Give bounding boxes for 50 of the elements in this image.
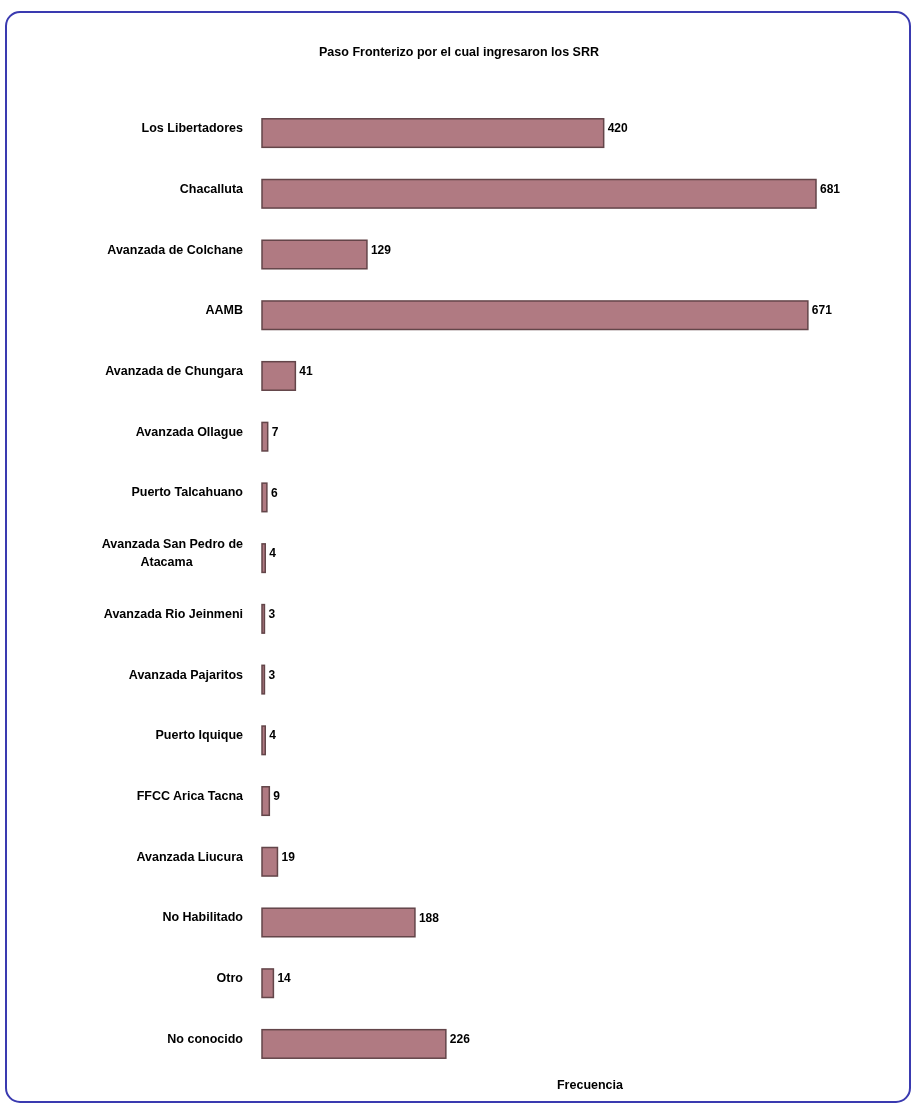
data-label: 681	[820, 181, 841, 196]
bar	[261, 482, 268, 513]
y-tick-label: Avanzada Pajaritos	[128, 667, 244, 682]
data-label: 14	[277, 971, 292, 986]
bar	[261, 725, 266, 756]
y-tick-label: Chacalluta	[179, 182, 245, 197]
y-tick-label: Avanzada Ollague	[135, 424, 244, 439]
y-tick-label: No Habilitado	[162, 910, 244, 925]
y-tick-label: FFCC Arica Tacna	[136, 789, 245, 804]
y-tick-label: Puerto Talcahuano	[131, 485, 244, 500]
data-label: 7	[271, 424, 279, 439]
y-tick-label: Avanzada Liucura	[136, 850, 245, 865]
bar	[261, 968, 275, 999]
data-label: 671	[811, 303, 833, 318]
y-tick-label: No conocido	[167, 1032, 244, 1047]
bar	[261, 360, 297, 391]
data-label: 41	[299, 364, 314, 379]
y-tick-label: Los Libertadores	[141, 121, 244, 136]
x-axis-title: Frecuencia	[556, 1078, 625, 1092]
data-label: 3	[268, 607, 276, 622]
y-tick-label: Avanzada San Pedro de Atacama	[101, 537, 244, 570]
data-label: 6	[270, 485, 278, 500]
data-label: 129	[370, 242, 392, 257]
bar	[261, 178, 817, 209]
data-label: 188	[418, 910, 440, 925]
data-label: 19	[281, 849, 296, 864]
bar	[261, 300, 809, 331]
bar	[261, 118, 605, 149]
y-tick-label: Avanzada Rio Jeinmeni	[103, 607, 243, 622]
bar	[261, 846, 279, 877]
bar	[261, 421, 269, 452]
bar	[261, 1028, 447, 1059]
bar	[261, 543, 266, 574]
bar	[261, 239, 368, 270]
y-tick-label: AAMB	[205, 303, 243, 318]
data-label: 420	[607, 121, 629, 136]
bar	[261, 603, 266, 634]
bar	[261, 907, 416, 938]
data-label: 4	[269, 546, 277, 561]
data-label: 3	[268, 667, 276, 682]
y-tick-label: Otro	[216, 971, 244, 986]
y-tick-label: Avanzada de Colchane	[107, 242, 244, 257]
data-label: 9	[273, 789, 281, 804]
bar	[261, 664, 266, 695]
y-tick-label: Puerto Iquique	[155, 728, 244, 743]
data-label: 226	[449, 1032, 471, 1047]
bar	[261, 786, 271, 817]
chart-title: Paso Fronterizo por el cual ingresaron los SRR	[319, 45, 599, 59]
data-label: 4	[269, 728, 277, 743]
y-tick-label: Avanzada de Chungara	[105, 364, 245, 379]
